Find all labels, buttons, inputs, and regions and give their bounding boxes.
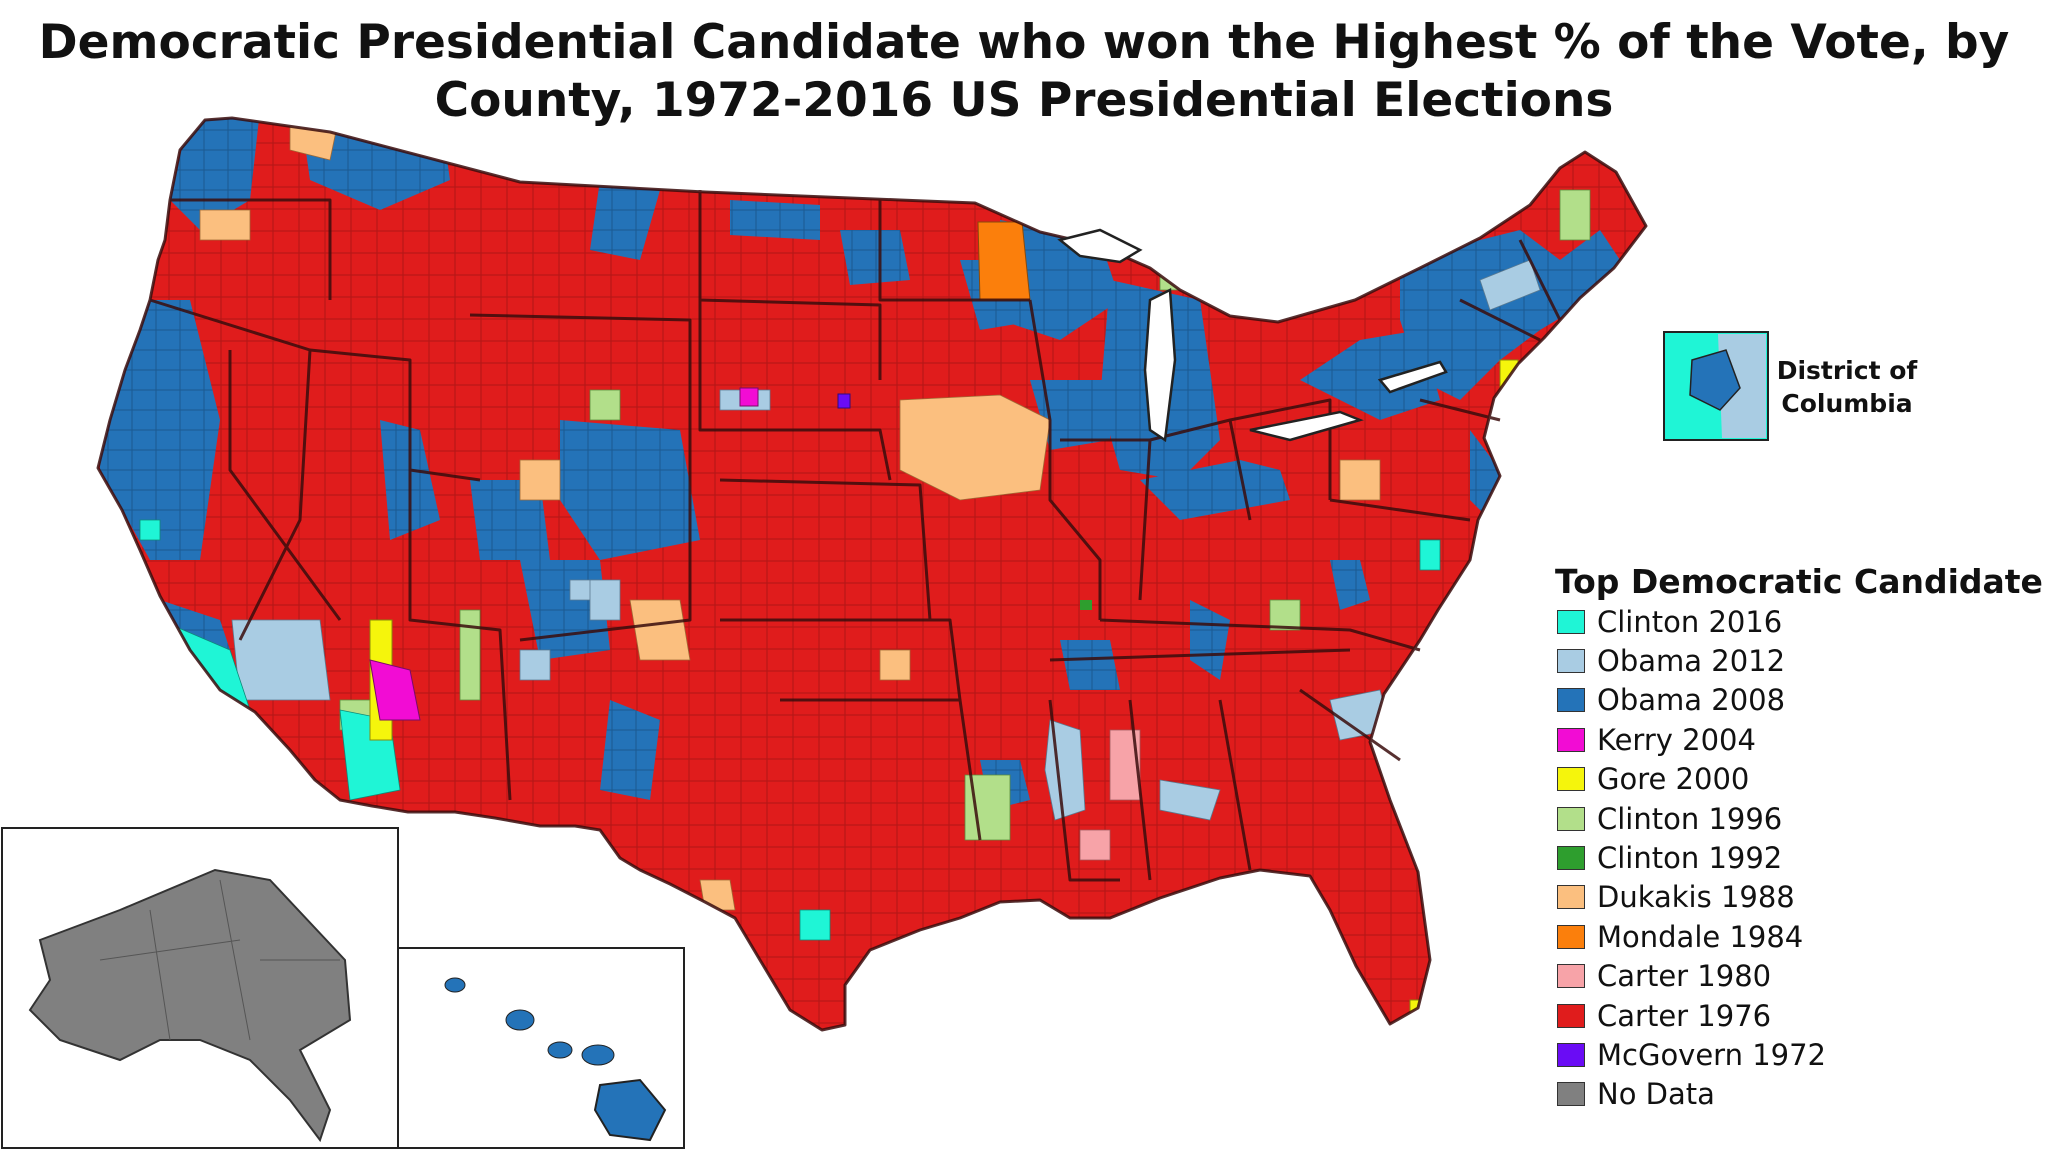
legend-label: McGovern 1972: [1597, 1037, 1826, 1072]
legend-swatch: [1557, 688, 1585, 713]
legend-label: Dukakis 1988: [1597, 880, 1795, 915]
dc-label-line-1: District of: [1776, 356, 1918, 385]
legend-label: Obama 2012: [1597, 644, 1786, 679]
legend-items: Clinton 2016 Obama 2012 Obama 2008 Kerry…: [1555, 602, 2045, 1114]
legend-label: Carter 1980: [1597, 959, 1772, 994]
legend-title: Top Democratic Candidate: [1555, 562, 2043, 601]
legend-swatch: [1557, 649, 1585, 674]
legend-label: Obama 2008: [1597, 683, 1786, 718]
hawaii-inset: [397, 947, 685, 1149]
legend-label: Carter 1976: [1597, 998, 1772, 1033]
map-title: Democratic Presidential Candidate who wo…: [0, 14, 2048, 130]
legend-item-obama-2012: Obama 2012: [1555, 641, 2045, 680]
legend-swatch: [1557, 806, 1585, 831]
legend-label: Gore 2000: [1597, 762, 1750, 797]
legend-label: Mondale 1984: [1597, 919, 1804, 954]
legend-label: Clinton 1992: [1597, 841, 1783, 876]
dc-label-line-2: Columbia: [1781, 389, 1913, 418]
legend-label: Clinton 1996: [1597, 801, 1783, 836]
legend-item-carter-1976: Carter 1976: [1555, 996, 2045, 1035]
map-title-line-1: Democratic Presidential Candidate who wo…: [38, 15, 2010, 70]
legend-swatch: [1557, 727, 1585, 752]
legend-item-no-data: No Data: [1555, 1075, 2045, 1114]
legend-item-kerry-2004: Kerry 2004: [1555, 720, 2045, 759]
legend-item-obama-2008: Obama 2008: [1555, 681, 2045, 720]
legend-swatch: [1557, 1042, 1585, 1067]
legend-swatch: [1557, 609, 1585, 634]
legend-swatch: [1557, 846, 1585, 871]
legend-item-mcgovern-1972: McGovern 1972: [1555, 1035, 2045, 1074]
alaska-inset: [1, 827, 399, 1149]
legend-item-clinton-1996: Clinton 1996: [1555, 799, 2045, 838]
legend-item-carter-1980: Carter 1980: [1555, 957, 2045, 996]
legend-item-mondale-1984: Mondale 1984: [1555, 917, 2045, 956]
legend-swatch: [1557, 924, 1585, 949]
legend-swatch: [1557, 1082, 1585, 1107]
legend-item-clinton-1992: Clinton 1992: [1555, 838, 2045, 877]
legend-item-gore-2000: Gore 2000: [1555, 760, 2045, 799]
dc-inset-label: District of Columbia: [1772, 354, 1922, 420]
legend: Top Democratic Candidate Clinton 2016 Ob…: [1555, 562, 2045, 1114]
legend-swatch: [1557, 964, 1585, 989]
dc-inset: [1663, 331, 1769, 441]
legend-label: Clinton 2016: [1597, 604, 1783, 639]
map-title-line-2: County, 1972-2016 US Presidential Electi…: [434, 73, 1614, 128]
legend-item-dukakis-1988: Dukakis 1988: [1555, 878, 2045, 917]
legend-swatch: [1557, 1003, 1585, 1028]
legend-item-clinton-2016: Clinton 2016: [1555, 602, 2045, 641]
legend-swatch: [1557, 885, 1585, 910]
legend-label: No Data: [1597, 1077, 1715, 1112]
legend-label: Kerry 2004: [1597, 722, 1756, 757]
legend-swatch: [1557, 767, 1585, 792]
